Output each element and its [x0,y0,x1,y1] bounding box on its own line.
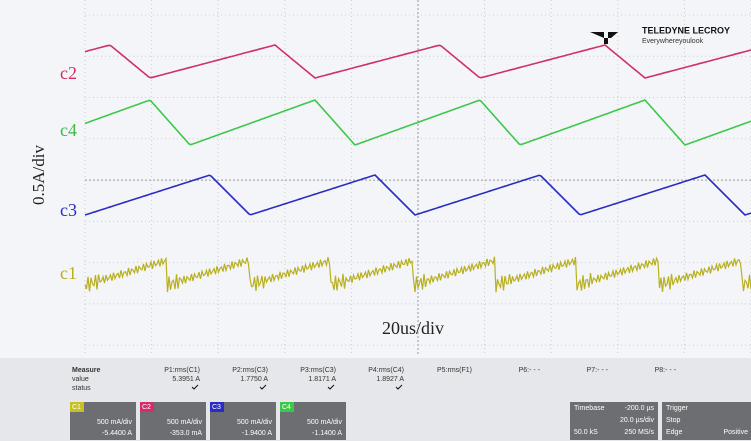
timebase-rate: 250 MS/s [624,429,654,436]
timebase-box: Timebase -200.0 µs 20.0 µs/div 50.0 kS 2… [570,402,658,440]
measure-name: P6:- - - [519,367,541,374]
channel-offset: -1.9400 A [242,430,272,437]
horizontal-scale: 20us/div [382,318,444,338]
channel-scale: 500 mA/div [307,419,343,426]
channel-offset: -5.4400 A [102,430,132,437]
channel-offset: -353.0 mA [170,430,203,437]
measure-value: 1.7750 A [240,376,268,383]
channel-name: C2 [142,404,151,411]
measure-name: P7:- - - [587,367,609,374]
channel-scale: 500 mA/div [237,419,273,426]
scope-screen: c2 c4 c3 c1 0.5A/div 20us/div TELEDYNE L… [0,0,751,441]
timebase-samples: 50.0 kS [574,429,598,436]
row-label: Measure [72,367,101,374]
row-label: status [72,385,91,392]
scope-display: c2 c4 c3 c1 0.5A/div 20us/div TELEDYNE L… [0,0,751,441]
measure-name: P1:rms(C1) [164,367,200,374]
measure-name: P5:rms(F1) [437,367,472,374]
trigger-mode: Stop [666,417,681,424]
trace-label: c3 [60,200,77,220]
trace-label: c1 [60,263,77,283]
timebase-title: Timebase [574,405,605,412]
channel-name: C1 [72,404,81,411]
channel-name: C3 [212,404,221,411]
trigger-box: Trigger Stop Edge Positive [662,402,751,440]
trigger-slope: Positive [723,429,748,436]
trace-label: c4 [60,120,77,140]
timebase-scale: 20.0 µs/div [620,417,654,424]
row-label: value [72,376,89,383]
channel-offset: -1.1400 A [312,430,342,437]
measure-name: P4:rms(C4) [368,367,404,374]
brand: TELEDYNE LECROY [642,25,730,35]
measure-name: P2:rms(C3) [232,367,268,374]
measure-value: 5.3951 A [172,376,200,383]
measure-value: 1.8171 A [308,376,336,383]
measure-name: P3:rms(C3) [300,367,336,374]
channel-scale: 500 mA/div [97,419,133,426]
channel-scale: 500 mA/div [167,419,203,426]
channel-name: C4 [282,404,291,411]
measure-name: P8:- - - [655,367,677,374]
trigger-title: Trigger [666,405,689,412]
tagline: Everywhereyoulook [642,38,704,45]
timebase-delay: -200.0 µs [625,405,655,412]
trace-label: c2 [60,63,77,83]
measure-value: 1.8927 A [376,376,404,383]
vertical-scale: 0.5A/div [29,145,48,205]
trigger-type: Edge [666,429,682,436]
